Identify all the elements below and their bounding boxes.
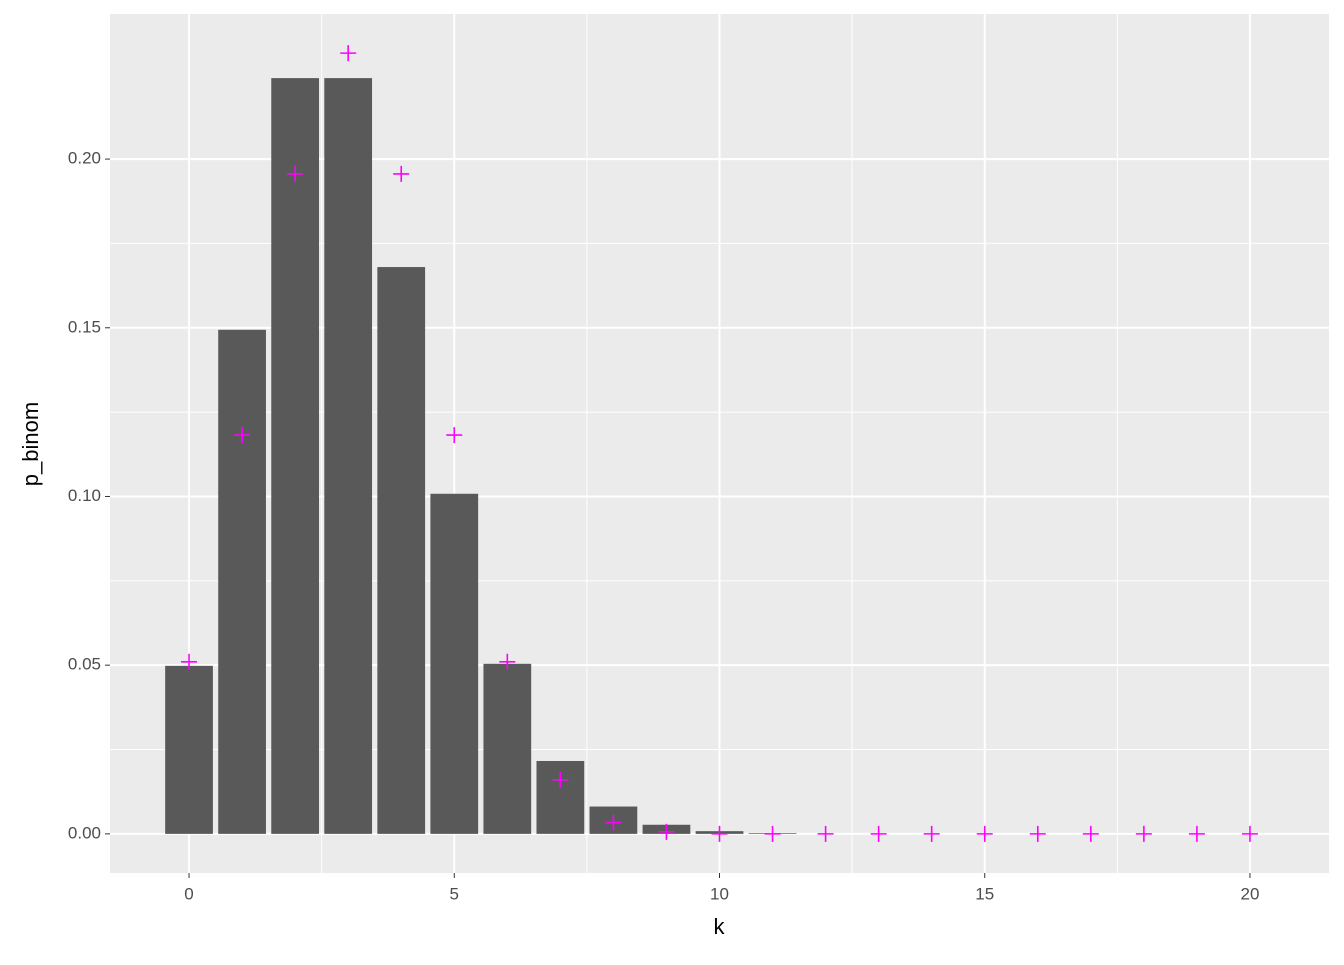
point-marker xyxy=(181,653,198,670)
x-tick-label: 0 xyxy=(184,884,193,903)
bar xyxy=(271,78,320,834)
point-marker xyxy=(1188,825,1205,842)
point-marker xyxy=(817,825,834,842)
point-marker xyxy=(1135,825,1152,842)
point-marker xyxy=(923,825,940,842)
bar xyxy=(218,329,266,834)
y-tick-label: 0.05 xyxy=(68,655,101,674)
bar xyxy=(377,267,426,834)
point-marker xyxy=(711,825,728,842)
point-marker xyxy=(764,825,781,842)
point-marker xyxy=(1241,825,1258,842)
y-tick-label: 0.20 xyxy=(68,149,101,168)
point-marker xyxy=(976,825,993,842)
point-marker xyxy=(1082,825,1099,842)
point-marker xyxy=(870,825,887,842)
y-axis-title: p_binom xyxy=(18,402,43,486)
bar xyxy=(430,493,479,834)
point-marker xyxy=(287,165,304,182)
x-tick-label: 20 xyxy=(1241,884,1260,903)
point-marker xyxy=(234,427,251,444)
point-marker xyxy=(446,427,463,444)
bar xyxy=(165,665,213,834)
point-marker xyxy=(552,771,569,788)
point-marker xyxy=(499,653,516,670)
y-tick-label: 0.10 xyxy=(68,486,101,505)
point-marker xyxy=(393,165,410,182)
point-marker xyxy=(340,45,357,62)
x-tick-label: 10 xyxy=(710,884,729,903)
y-tick-label: 0.00 xyxy=(68,823,101,842)
point-marker xyxy=(605,814,622,831)
x-tick-label: 15 xyxy=(975,884,994,903)
bar xyxy=(324,78,373,834)
x-axis-title: k xyxy=(714,914,726,939)
y-tick-label: 0.15 xyxy=(68,317,101,336)
point-marker xyxy=(1029,825,1046,842)
x-tick-label: 5 xyxy=(450,884,459,903)
point-marker xyxy=(658,823,675,840)
bar xyxy=(483,663,532,834)
